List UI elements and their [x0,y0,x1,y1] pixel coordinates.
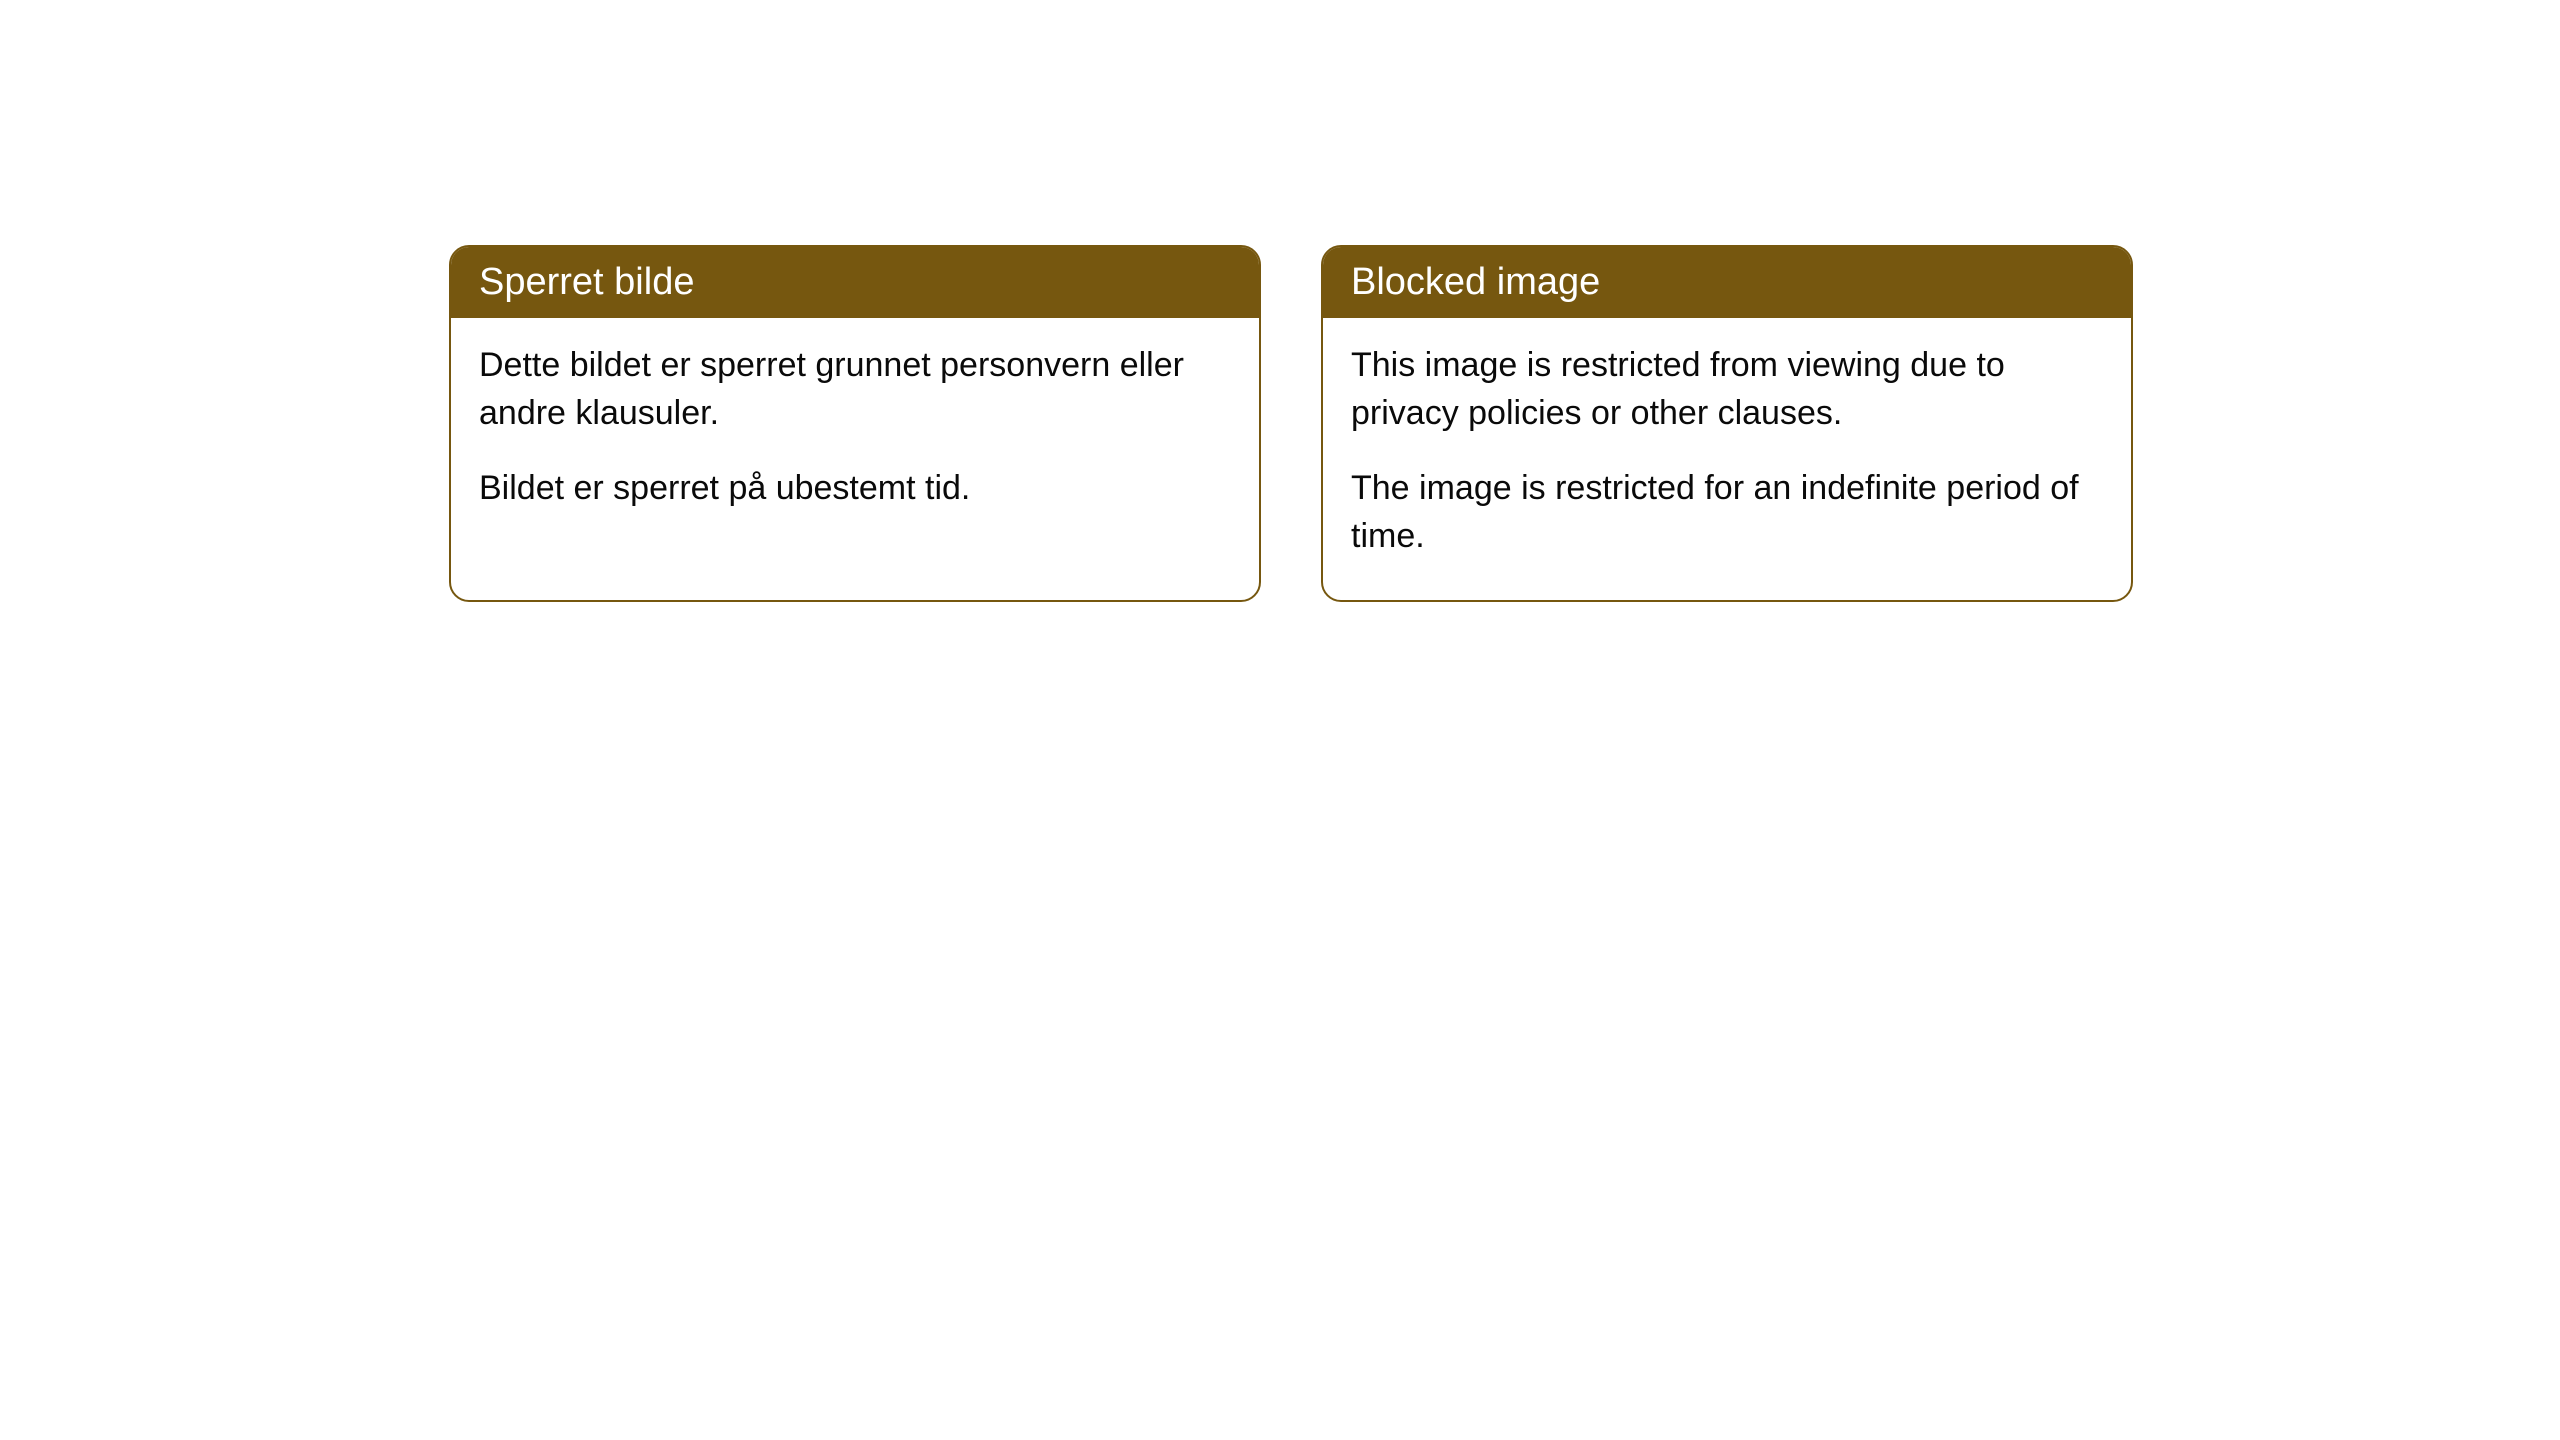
card-body-english: This image is restricted from viewing du… [1323,318,2131,600]
card-paragraph-2: The image is restricted for an indefinit… [1351,465,2103,560]
card-title: Sperret bilde [479,261,694,303]
notice-card-english: Blocked image This image is restricted f… [1321,245,2133,602]
notice-cards-container: Sperret bilde Dette bildet er sperret gr… [449,245,2133,602]
card-paragraph-1: This image is restricted from viewing du… [1351,342,2103,437]
card-paragraph-2: Bildet er sperret på ubestemt tid. [479,465,1231,513]
notice-card-norwegian: Sperret bilde Dette bildet er sperret gr… [449,245,1261,602]
card-title: Blocked image [1351,261,1600,303]
card-body-norwegian: Dette bildet er sperret grunnet personve… [451,318,1259,553]
card-header-norwegian: Sperret bilde [451,247,1259,318]
card-paragraph-1: Dette bildet er sperret grunnet personve… [479,342,1231,437]
card-header-english: Blocked image [1323,247,2131,318]
